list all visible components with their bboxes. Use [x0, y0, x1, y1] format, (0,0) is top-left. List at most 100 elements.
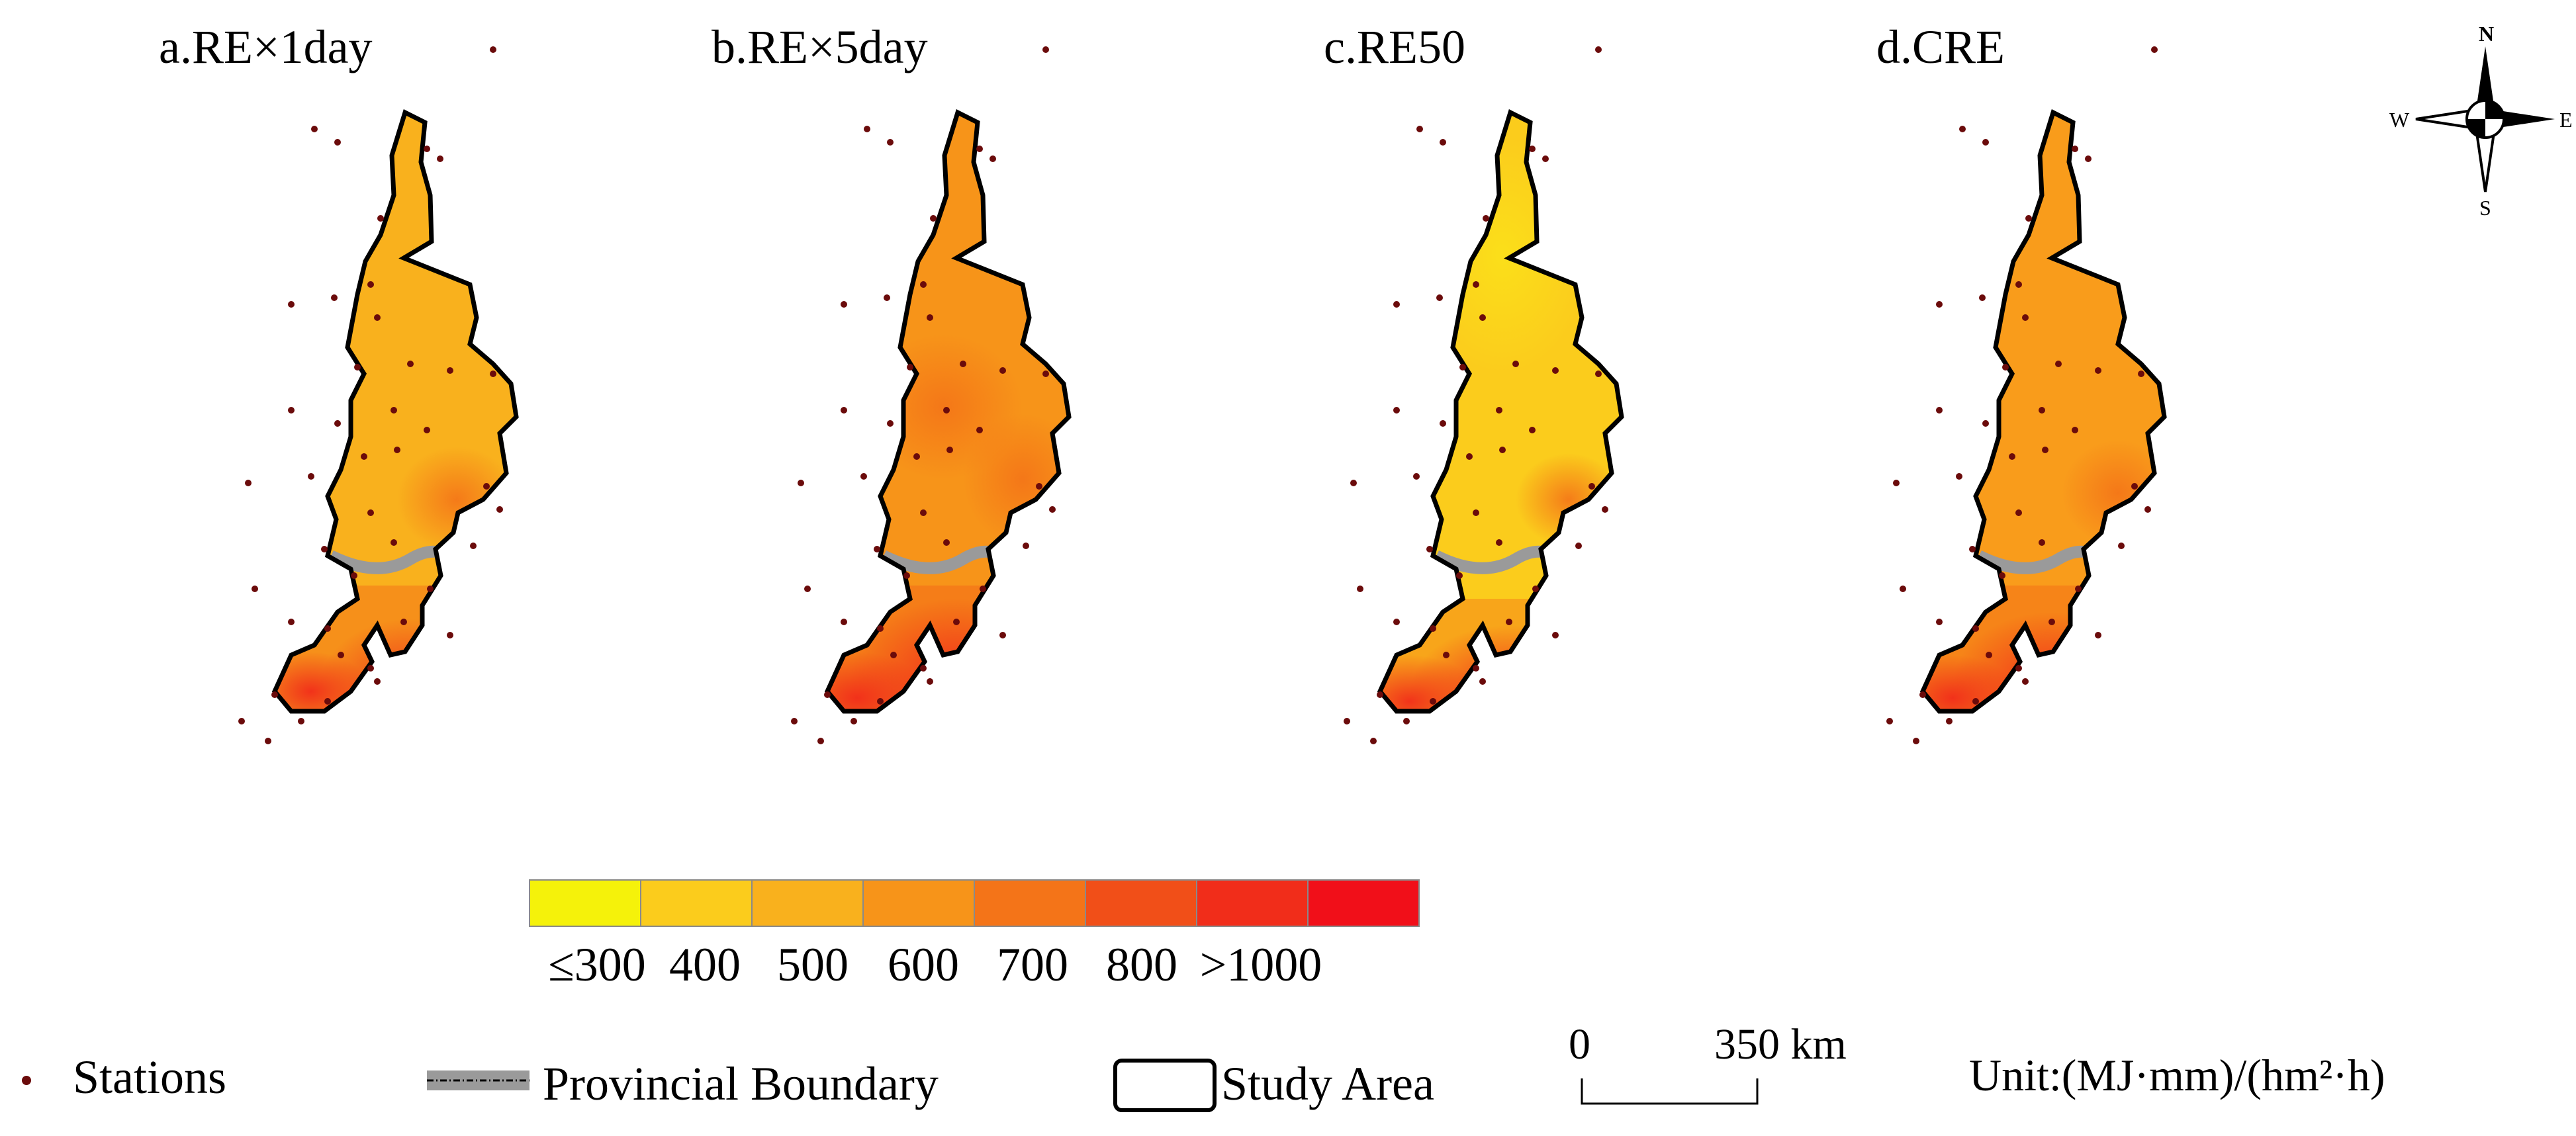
legend-study-area-label: Study Area: [1221, 1057, 1434, 1110]
station-dot: [2118, 543, 2125, 549]
station-dot: [424, 427, 430, 433]
station-dot: [946, 447, 953, 453]
station-dot: [1499, 447, 1506, 453]
panel-a-title: a.RE×1day: [159, 21, 373, 73]
station-dot: [943, 539, 950, 546]
station-dot: [1440, 420, 1446, 427]
station-dot: [271, 691, 278, 698]
station-dot: [1466, 453, 1473, 460]
station-dot: [351, 572, 357, 579]
station-dot: [1413, 473, 1420, 480]
station-dot: [913, 453, 920, 460]
station-dot: [324, 625, 331, 632]
station-dot: [288, 407, 295, 414]
colorbar-tick-label: >1000: [1200, 938, 1322, 991]
station-dot: [1042, 371, 1049, 377]
station-dot: [1588, 483, 1595, 490]
unit-label: Unit:(MJ·mm)/(hm²·h): [1969, 1050, 2385, 1100]
station-dot: [400, 619, 407, 625]
station-dot: [321, 546, 328, 552]
station-dot: [1023, 543, 1029, 549]
station-dot: [927, 678, 933, 685]
station-dot: [1473, 665, 1479, 672]
station-dot: [1956, 473, 1962, 480]
colorbar-swatch: [751, 879, 864, 927]
station-dot: [1893, 480, 1900, 486]
station-dot: [920, 509, 927, 516]
station-dot: [1443, 652, 1449, 658]
station-dot: [1473, 509, 1479, 516]
station-dot: [841, 301, 847, 308]
station-dot: [1913, 738, 1919, 744]
station-dot: [1403, 718, 1410, 724]
station-dot: [1473, 281, 1479, 288]
legend-study-area-swatch: [1113, 1059, 1217, 1112]
station-dot: [2095, 632, 2101, 638]
station-dot: [1496, 539, 1502, 546]
station-dot: [2055, 361, 2062, 367]
panel-d-title: d.CRE: [1876, 21, 2005, 73]
station-dot: [2009, 453, 2015, 460]
station-dot: [447, 632, 453, 638]
station-dot: [361, 453, 367, 460]
colorbar-tick-label: ≤300: [548, 938, 646, 991]
station-dot: [1426, 546, 1433, 552]
station-dot: [887, 420, 894, 427]
compass-east-label: E: [2559, 108, 2573, 132]
station-dot: [2095, 367, 2101, 374]
colorbar-swatch: [640, 879, 753, 927]
station-dot: [331, 294, 338, 301]
station-dot: [407, 361, 414, 367]
station-dot: [1552, 632, 1559, 638]
station-dot: [1900, 586, 1906, 592]
station-dot: [447, 367, 453, 374]
map-panel-d: [1886, 112, 2174, 758]
station-dot: [288, 301, 295, 308]
colorbar-swatch: [1085, 879, 1197, 927]
station-dot: [490, 371, 496, 377]
station-dot: [903, 572, 910, 579]
station-dot: [1049, 506, 1056, 513]
station-dot: [1370, 738, 1377, 744]
station-dot: [1979, 294, 1986, 301]
station-dot: [2144, 506, 2151, 513]
station-dot: [367, 509, 374, 516]
station-dot: [1377, 691, 1383, 698]
station-dot: [391, 407, 397, 414]
station-dot: [2042, 447, 2048, 453]
station-dot: [1496, 407, 1502, 414]
legend-provincial-boundary-label: Provincial Boundary: [543, 1057, 939, 1110]
colorbar-tick-label: 500: [777, 938, 849, 991]
station-dot: [1506, 619, 1512, 625]
station-dot: [976, 146, 983, 152]
station-dot: [884, 294, 890, 301]
colorbar-swatch: [974, 879, 1086, 927]
station-dot: [1479, 314, 1486, 321]
station-dot: [1972, 698, 1979, 705]
station-dot: [1542, 155, 1549, 162]
colorbar: [529, 879, 1420, 927]
station-dot: [496, 506, 503, 513]
station-dot: [943, 407, 950, 414]
station-dot: [2072, 146, 2078, 152]
station-dot: [824, 691, 831, 698]
station-dot: [2039, 407, 2045, 414]
station-dot: [2022, 314, 2029, 321]
colorbar-labels: ≤300 400 500 600 700 800 >1000: [548, 938, 1322, 991]
station-dot: [288, 619, 295, 625]
station-dot: [367, 665, 374, 672]
compass-south-label: S: [2479, 196, 2491, 220]
station-dot: [1529, 427, 1536, 433]
station-dot: [2085, 155, 2092, 162]
station-dot: [470, 543, 477, 549]
colorbar-swatch: [1196, 879, 1309, 927]
station-dot: [252, 586, 258, 592]
compass-west-label: W: [2389, 108, 2410, 132]
station-dot: [2002, 364, 2009, 371]
station-dot: [367, 281, 374, 288]
station-dot: [1972, 625, 1979, 632]
station-dot: [920, 281, 927, 288]
legend-stations-label: Stations: [73, 1051, 226, 1104]
station-dot: [2048, 619, 2055, 625]
station-dot: [874, 546, 880, 552]
